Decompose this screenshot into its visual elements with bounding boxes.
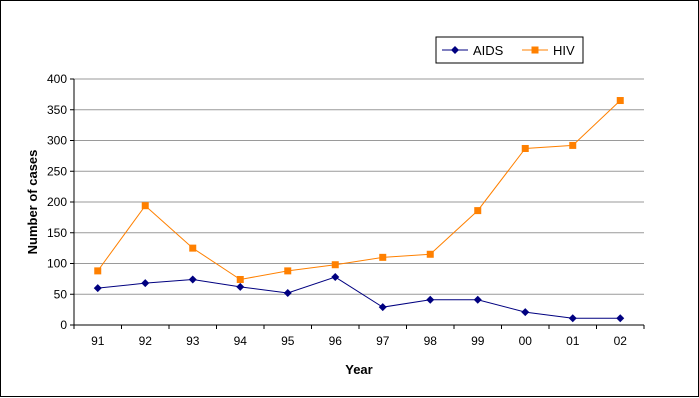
aids-point	[473, 295, 482, 304]
x-tick-label: 98	[424, 334, 438, 348]
grid-lines	[74, 78, 644, 295]
hiv-point	[331, 261, 339, 269]
hiv-point	[474, 207, 482, 215]
hiv-point	[426, 250, 434, 258]
y-axis-title: Number of cases	[25, 150, 40, 255]
y-tick-label: 200	[47, 195, 67, 209]
aids-point	[568, 314, 577, 323]
legend-label: HIV	[553, 43, 575, 58]
y-tick-label: 250	[47, 164, 67, 178]
aids-point	[378, 303, 387, 312]
series-aids	[93, 273, 625, 323]
aids-point	[283, 289, 292, 298]
y-tick-label: 300	[47, 134, 67, 148]
y-tick-label: 50	[54, 287, 68, 301]
aids-point	[426, 295, 435, 304]
series-layer	[93, 97, 625, 323]
aids-point	[236, 282, 245, 291]
y-tick-labels: 0 50 100 150 200 250 300 350 400	[47, 72, 67, 332]
legend-item-aids: AIDS	[442, 43, 504, 58]
hiv-point	[379, 253, 387, 261]
aids-point	[521, 308, 530, 317]
hiv-point	[521, 144, 529, 152]
y-tick-label: 350	[47, 103, 67, 117]
hiv-point	[616, 97, 624, 105]
legend: AIDS HIV	[435, 36, 584, 64]
x-tick-label: 94	[234, 334, 248, 348]
y-tick-label: 400	[47, 72, 67, 86]
y-tick-label: 150	[47, 226, 67, 240]
x-axis-title: Year	[345, 362, 372, 377]
y-tick-label: 0	[60, 318, 67, 332]
x-tick-labels: 91 92 93 94 95 96 97 98 99 00 01 02	[91, 334, 627, 348]
legend-swatch-marker	[451, 46, 459, 54]
x-tick-label: 01	[566, 334, 580, 348]
aids-point	[616, 314, 625, 323]
x-tick-label: 91	[91, 334, 105, 348]
x-tick-label: 99	[471, 334, 485, 348]
x-tick-label: 97	[376, 334, 390, 348]
aids-point	[331, 273, 340, 282]
x-tick-label: 96	[329, 334, 343, 348]
hiv-point	[94, 267, 102, 275]
legend-item-hiv: HIV	[522, 43, 575, 58]
y-tick-label: 100	[47, 257, 67, 271]
x-tick-label: 02	[614, 334, 628, 348]
hiv-line	[97, 100, 621, 281]
x-tick-label: 95	[281, 334, 295, 348]
hiv-point	[284, 267, 292, 275]
aids-line	[97, 276, 621, 319]
x-tick-label: 93	[186, 334, 200, 348]
hiv-point	[189, 244, 197, 252]
series-hiv	[94, 97, 624, 283]
legend-swatch-marker	[531, 46, 539, 54]
hiv-point	[236, 275, 244, 283]
x-tick-label: 00	[519, 334, 533, 348]
hiv-point	[569, 141, 577, 149]
x-tick-label: 92	[139, 334, 153, 348]
axes	[70, 78, 645, 329]
hiv-point	[141, 202, 149, 210]
aids-point	[188, 275, 197, 284]
aids-point	[93, 284, 102, 293]
legend-label: AIDS	[473, 43, 504, 58]
aids-point	[141, 279, 150, 288]
